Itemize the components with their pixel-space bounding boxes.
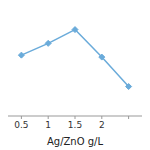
- x-tick: [75, 116, 76, 119]
- x-tick-label: 2: [99, 120, 105, 130]
- line: [21, 30, 128, 87]
- x-axis-label: Ag/ZnO g/L: [47, 136, 104, 147]
- x-tick: [128, 116, 129, 119]
- marker: [126, 84, 132, 90]
- marker: [18, 52, 24, 58]
- plot-area: [18, 27, 131, 90]
- x-tick: [101, 116, 102, 119]
- chart: 0.5 1 1.5 2 Ag/ZnO g/L: [0, 0, 150, 150]
- marker: [45, 40, 51, 46]
- x-tick-label: 1.5: [68, 120, 82, 130]
- chart-container: 0.5 1 1.5 2 Ag/ZnO g/L: [0, 0, 150, 150]
- x-tick: [21, 116, 22, 119]
- marker: [72, 27, 78, 33]
- x-tick-label: 1: [45, 120, 51, 130]
- x-tick-label: 0.5: [14, 120, 28, 130]
- marker: [99, 54, 105, 60]
- x-tick: [48, 116, 49, 119]
